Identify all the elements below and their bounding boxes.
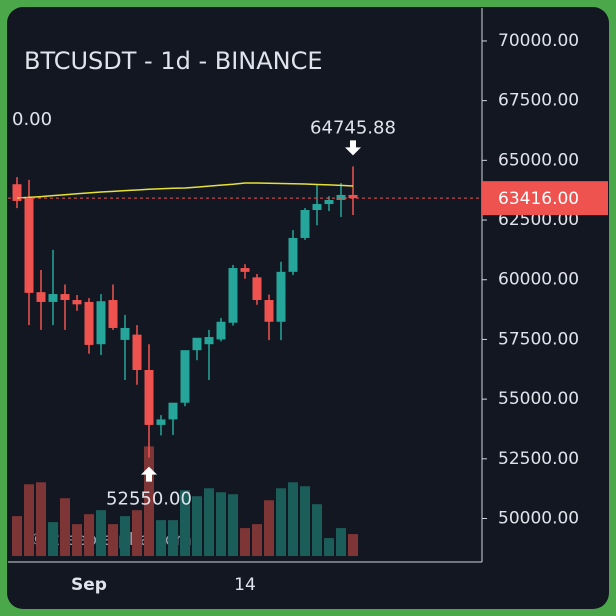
candle-body [252,277,262,301]
panel [7,7,609,609]
volume-bar [36,482,46,556]
candle-body [348,194,358,199]
volume-bar [312,504,322,556]
volume-bar [156,520,166,556]
volume-bar [264,500,274,556]
low-arrow [141,466,157,482]
candle-body [96,301,106,345]
candle-body [240,268,250,272]
candle-body [264,300,274,322]
last-price-label: 63416.00 [498,189,579,209]
candle-body [24,198,34,293]
candle-body [276,271,286,322]
candle-body [216,321,226,340]
volume-bar [336,528,346,556]
y-tick-label: 50000.00 [498,509,579,529]
candle-body [108,300,118,328]
plot-area [12,166,358,556]
volume-bar [216,492,226,556]
candle-body [204,337,214,345]
y-tick-label: 52500.00 [498,449,579,469]
candle-body [180,350,190,403]
y-tick-label: 55000.00 [498,389,579,409]
volume-bar [168,520,178,556]
chart-title: BTCUSDT - 1d - BINANCE [24,47,323,75]
volume-bar [192,496,202,556]
y-tick-label: 65000.00 [498,150,579,170]
candle-body [156,419,166,425]
candle-body [12,184,22,201]
volume-bar [240,528,250,556]
candle-body [48,294,58,302]
volume-bar [12,516,22,556]
x-tick-label: 14 [234,575,256,595]
x-tick-label: Sep [71,575,107,595]
candle-body [300,210,310,238]
y-tick-label: 57500.00 [498,329,579,349]
candle-body [312,204,322,211]
candle-body [84,301,94,345]
volume-bar [180,490,190,556]
candle-body [120,327,130,340]
volume-bar [72,524,82,556]
volume-bar [120,516,130,556]
candle-body [60,294,70,301]
volume-bar [300,486,310,556]
last-price-box [482,181,608,216]
high-arrow [345,140,361,156]
candle-body [168,402,178,420]
candle-body [228,268,238,323]
volume-bar [276,488,286,556]
candle-body [72,300,82,305]
candle-body [36,292,46,302]
volume-bar [132,510,142,556]
volume-bar [24,484,34,556]
volume-bar [48,522,58,556]
volume-bar [288,482,298,556]
volume-bar [84,514,94,556]
high-label: 64745.88 [310,117,396,138]
y-tick-label: 67500.00 [498,91,579,111]
volume-bar [144,446,154,556]
candle-body [132,334,142,370]
candle-body [336,194,346,200]
left-label: 0.00 [12,109,52,130]
volume-bar [108,524,118,556]
moving-average [16,182,354,199]
y-tick-label: 70000.00 [498,31,579,51]
volume-bar [228,494,238,556]
candle-body [144,369,154,425]
candle-body [192,337,202,351]
volume-bar [324,538,334,556]
volume-bar [60,498,70,556]
volume-bar [348,534,358,556]
candle-body [324,199,334,205]
volume-bar [204,488,214,556]
low-label: 52550.00 [106,489,192,510]
volume-bar [252,524,262,556]
candle-body [288,237,298,272]
volume-bar [96,510,106,556]
y-tick-label: 60000.00 [498,270,579,290]
